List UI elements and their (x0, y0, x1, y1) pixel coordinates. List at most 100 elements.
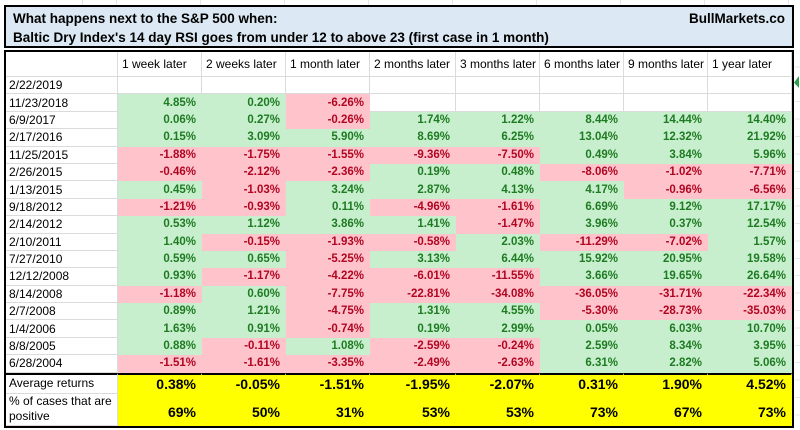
percent-positive-row-cell: 50% (202, 393, 286, 426)
return-cell: 12.54% (708, 216, 792, 234)
return-cell (624, 94, 708, 112)
return-cell: -11.29% (540, 233, 624, 251)
return-cell: -7.71% (708, 163, 792, 182)
return-cell: -0.46% (118, 163, 202, 182)
return-cell: -4.75% (286, 303, 370, 321)
return-cell: 3.66% (540, 268, 624, 286)
return-cell: -11.55% (456, 268, 540, 286)
row-date: 2/7/2008 (6, 303, 118, 321)
average-returns-row-cell: 4.52% (708, 372, 792, 394)
return-cell (370, 94, 456, 112)
title-line-1: What happens next to the S&P 500 when: (13, 11, 278, 26)
row-date: 12/12/2008 (6, 268, 118, 286)
average-returns-row-cell: 0.38% (118, 372, 202, 394)
return-cell: 1.21% (202, 303, 286, 321)
return-cell: -7.02% (624, 233, 708, 251)
table-row: 7/27/2010 0.59% 0.65% -5.25% 3.13% 6.44% 15.92… (6, 250, 792, 269)
return-cell: 0.11% (286, 198, 370, 217)
return-cell (708, 77, 792, 95)
return-cell: 0.53% (118, 216, 202, 234)
return-cell: 0.60% (202, 285, 286, 304)
return-cell: -1.21% (118, 198, 202, 217)
table-row: 9/18/2012 -1.21% -0.93% 0.11% -4.96% -1.61% 6.… (6, 198, 792, 217)
return-cell: 0.06% (118, 111, 202, 130)
return-cell: -1.02% (624, 163, 708, 182)
table-row: 2/7/2008 0.89% 1.21% -4.75% 1.31% 4.55% -5.30%… (6, 303, 792, 321)
return-cell: 3.13% (370, 250, 456, 269)
table-row: 1/4/2006 1.63% 0.91% -0.74% 0.19% 2.99% 0.05% 6… (6, 320, 792, 338)
return-cell: 1.41% (370, 216, 456, 234)
return-cell: 3.09% (202, 129, 286, 147)
brand-watermark: BullMarkets.co (688, 11, 785, 26)
return-cell: 0.59% (118, 250, 202, 269)
return-cell: -0.24% (456, 337, 540, 356)
return-cell: 8.69% (370, 129, 456, 147)
return-cell: -7.75% (286, 285, 370, 304)
return-cell: 20.95% (624, 250, 708, 269)
return-cell: -1.75% (202, 146, 286, 164)
return-cell: -0.15% (202, 233, 286, 251)
return-cell: 8.34% (624, 337, 708, 356)
average-returns-row-cell: 1.90% (624, 372, 708, 394)
average-returns-row-cell: 0.31% (540, 372, 624, 394)
return-cell: 0.91% (202, 320, 286, 338)
return-cell: 9.12% (624, 198, 708, 217)
return-cell: 19.65% (624, 268, 708, 286)
return-cell: -28.73% (624, 303, 708, 321)
return-cell: 0.48% (456, 163, 540, 182)
average-returns-row-cell: -0.05% (202, 372, 286, 394)
return-cell: 4.85% (118, 94, 202, 112)
corner-cell (6, 52, 118, 77)
percent-positive-row-cell: 73% (540, 393, 624, 426)
return-cell: 1.12% (202, 216, 286, 234)
return-cell: -6.26% (286, 94, 370, 112)
return-cell: 2.99% (456, 320, 540, 338)
row-date: 2/14/2012 (6, 216, 118, 234)
table-row: 6/28/2004 -1.51% -1.61% -3.35% -2.49% -2.63% 6… (6, 355, 792, 373)
row-date: 6/28/2004 (6, 355, 118, 373)
table-row: 2/10/2011 1.40% -0.15% -1.93% -0.58% 2.03% -11… (6, 233, 792, 251)
table-footer: Average returns 0.38% -0.05% -1.51% -1.95% -2… (6, 372, 792, 426)
row-date: 6/9/2017 (6, 111, 118, 130)
return-cell: 5.06% (708, 355, 792, 373)
table-row: 2/14/2012 0.53% 1.12% 3.86% 1.41% -1.47% 3.96%… (6, 216, 792, 234)
table-row: 2/26/2015 -0.46% -2.12% -2.36% 0.19% 0.48% -8.… (6, 163, 792, 182)
return-cell: -2.49% (370, 355, 456, 373)
return-cell: 2.59% (540, 337, 624, 356)
return-cell: -1.03% (202, 181, 286, 199)
table-row: 12/12/2008 0.93% -1.17% -4.22% -6.01% -11.55%… (6, 268, 792, 286)
return-cell: 0.27% (202, 111, 286, 130)
return-cell (624, 77, 708, 95)
return-cell: -5.30% (540, 303, 624, 321)
percent-positive-row-cell: 53% (456, 393, 540, 426)
return-cell: -1.17% (202, 268, 286, 286)
return-cell: 10.70% (708, 320, 792, 338)
return-cell: 0.19% (370, 320, 456, 338)
return-cell: 2.82% (624, 355, 708, 373)
return-cell: -31.71% (624, 285, 708, 304)
return-cell: -4.22% (286, 268, 370, 286)
return-cell: -36.05% (540, 285, 624, 304)
return-cell: 15.92% (540, 250, 624, 269)
return-cell: -2.12% (202, 163, 286, 182)
table-row: 11/25/2015 -1.88% -1.75% -1.55% -9.36% -7.50%… (6, 146, 792, 164)
return-cell: -9.36% (370, 146, 456, 164)
return-cell: 0.20% (202, 94, 286, 112)
return-cell: 6.31% (540, 355, 624, 373)
return-cell: 0.19% (370, 163, 456, 182)
return-cell: -2.59% (370, 337, 456, 356)
table-row: 8/8/2005 0.88% -0.11% 1.08% -2.59% -0.24% 2.59… (6, 337, 792, 356)
return-cell: -0.11% (202, 337, 286, 356)
average-returns-row: Average returns 0.38% -0.05% -1.51% -1.95% -2… (6, 372, 792, 394)
table-row: 2/22/2019 (6, 77, 792, 95)
return-cell: -1.61% (202, 355, 286, 373)
return-cell: -0.26% (286, 111, 370, 130)
row-date: 11/25/2015 (6, 146, 118, 164)
return-cell: -1.93% (286, 233, 370, 251)
return-cell: 4.13% (456, 181, 540, 199)
return-cell: 2.87% (370, 181, 456, 199)
return-cell: 5.90% (286, 129, 370, 147)
table-row: 8/14/2008 -1.18% 0.60% -7.75% -22.81% -34.08%… (6, 285, 792, 304)
average-returns-row-cell: -1.95% (370, 372, 456, 394)
return-cell: 8.44% (540, 111, 624, 130)
